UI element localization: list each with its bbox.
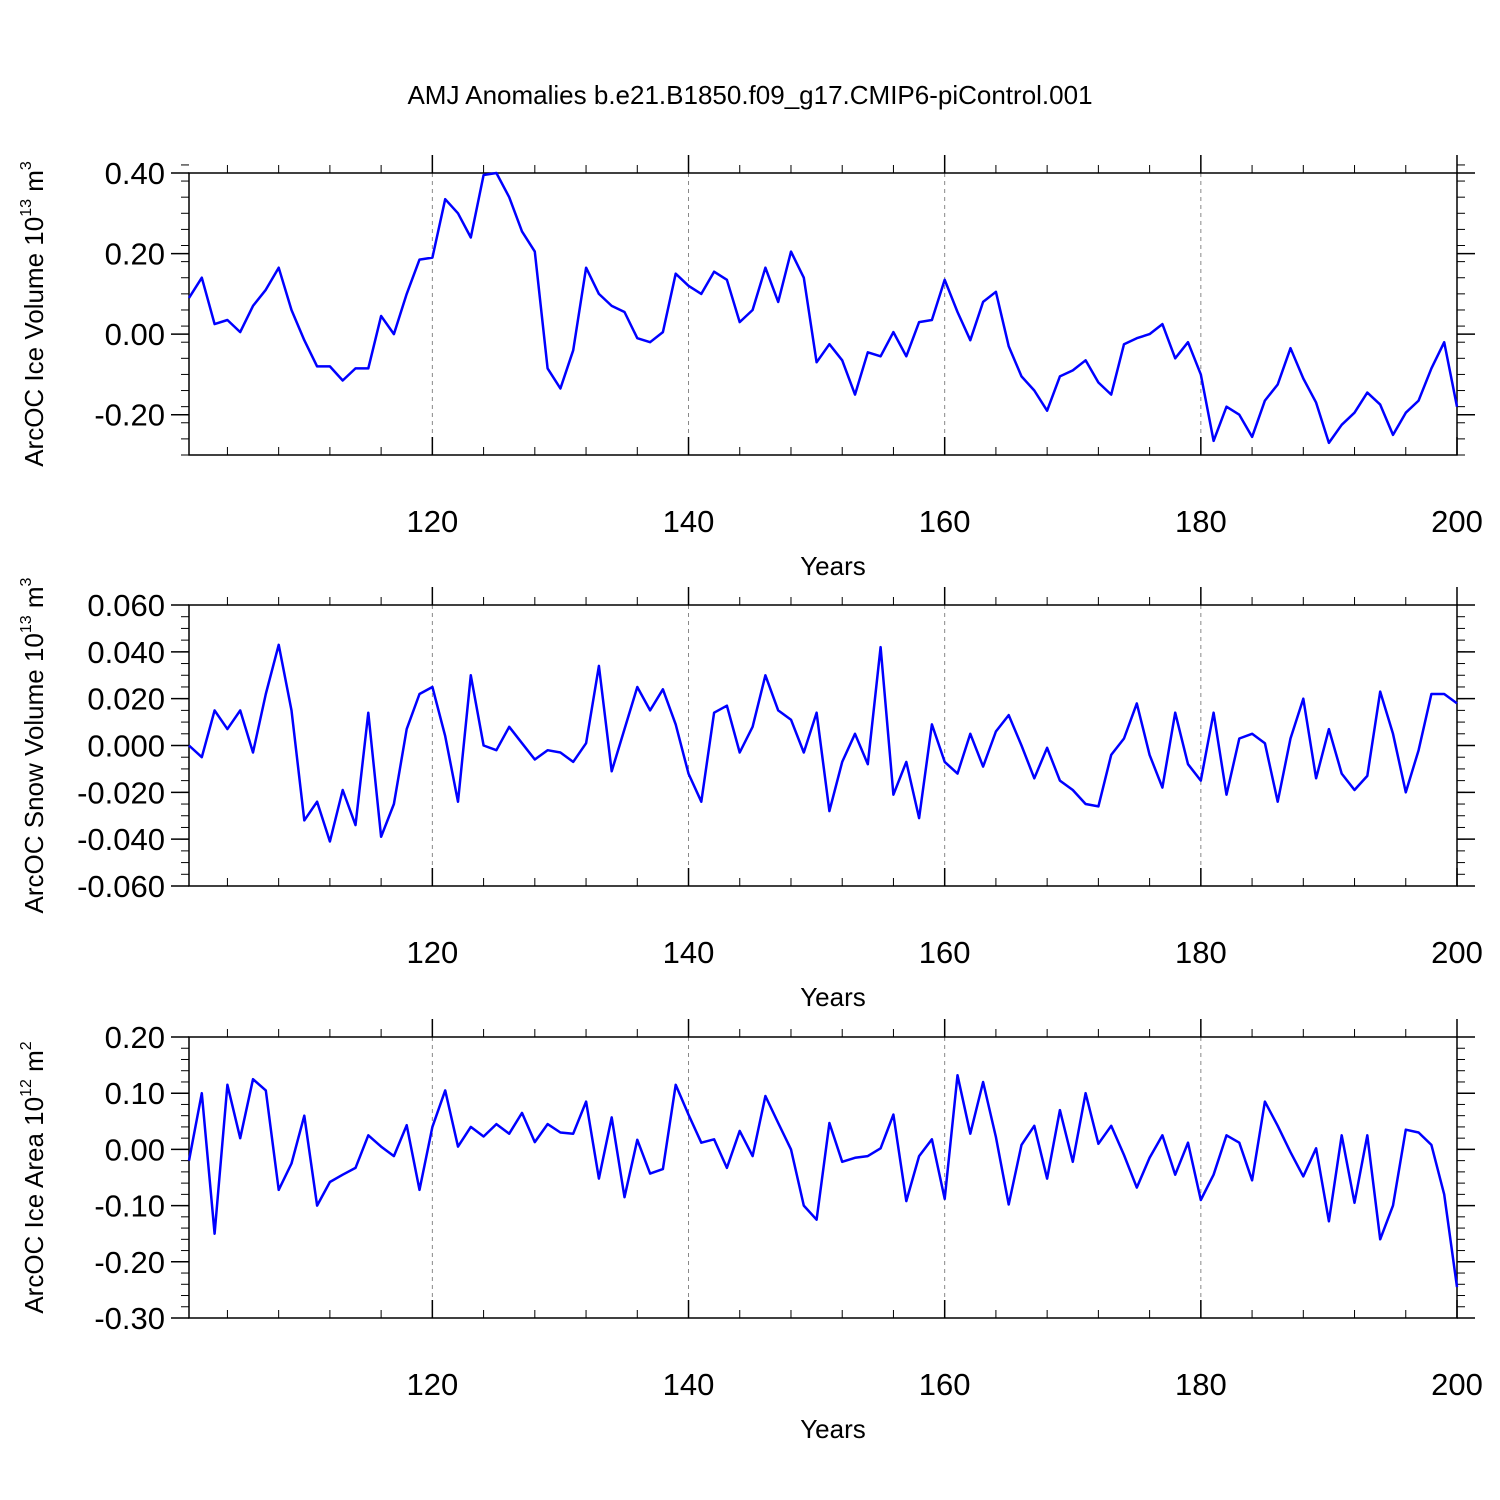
x-tick-label: 180 bbox=[1175, 1367, 1227, 1402]
x-tick-label: 140 bbox=[663, 935, 715, 970]
x-tick-label: 160 bbox=[919, 1367, 971, 1402]
x-tick-label: 120 bbox=[406, 1367, 458, 1402]
plot-frame bbox=[188, 172, 1458, 456]
panel-ice-area: 0.20 0.10 0.00 -0.10 -0.20 -0.30 120 140 160 180 2… bbox=[18, 1019, 1483, 1444]
y-axis-label: ArcOC Snow Volume 1013 m3 bbox=[18, 577, 49, 913]
y-tick-label: 0.000 bbox=[87, 729, 165, 764]
x-tick-label: 160 bbox=[919, 504, 971, 539]
x-tick-label: 120 bbox=[406, 935, 458, 970]
x-tick-label: 200 bbox=[1431, 504, 1483, 539]
panel-snow-volume: 0.060 0.040 0.020 0.000 -0.020 -0.040 -0.060 12… bbox=[18, 577, 1483, 1012]
y-tick-label: -0.20 bbox=[94, 1245, 165, 1280]
y-tick-label: 0.00 bbox=[105, 1132, 165, 1167]
y-tick-label: 0.40 bbox=[105, 156, 165, 191]
x-axis-label: Years bbox=[800, 1414, 866, 1444]
x-tick-label: 140 bbox=[663, 504, 715, 539]
x-tick-label: 120 bbox=[406, 504, 458, 539]
y-tick-label: 0.020 bbox=[87, 682, 165, 717]
plot-frame bbox=[188, 604, 1458, 887]
x-tick-label: 200 bbox=[1431, 935, 1483, 970]
y-tick-label: -0.060 bbox=[77, 869, 165, 904]
y-tick-label: -0.20 bbox=[94, 398, 165, 433]
y-axis-label: ArcOC Ice Area 1012 m2 bbox=[18, 1041, 49, 1313]
x-axis-label: Years bbox=[800, 551, 866, 581]
y-tick-label: -0.020 bbox=[77, 775, 165, 810]
panel-ice-volume: 0.40 0.20 0.00 -0.20 120 140 160 180 200 Years Arc… bbox=[18, 155, 1483, 581]
x-tick-label: 140 bbox=[663, 1367, 715, 1402]
chart-title: AMJ Anomalies b.e21.B1850.f09_g17.CMIP6-… bbox=[407, 80, 1093, 110]
y-tick-label: -0.10 bbox=[94, 1189, 165, 1224]
x-tick-label: 180 bbox=[1175, 504, 1227, 539]
y-tick-label: -0.040 bbox=[77, 822, 165, 857]
series-line-ice-volume bbox=[187, 171, 1459, 445]
y-tick-label: 0.10 bbox=[105, 1076, 165, 1111]
series-line-ice-area bbox=[187, 1073, 1459, 1288]
y-tick-label: -0.30 bbox=[94, 1301, 165, 1336]
y-axis-label: ArcOC Ice Volume 1013 m3 bbox=[18, 161, 49, 467]
y-tick-label: 0.00 bbox=[105, 317, 165, 352]
x-tick-label: 180 bbox=[1175, 935, 1227, 970]
x-tick-label: 200 bbox=[1431, 1367, 1483, 1402]
series-line-snow-volume bbox=[188, 643, 1458, 843]
plot-frame bbox=[188, 1036, 1458, 1319]
y-tick-label: 0.060 bbox=[87, 588, 165, 623]
y-tick-label: 0.20 bbox=[105, 237, 165, 272]
x-axis-label: Years bbox=[800, 982, 866, 1012]
x-tick-label: 160 bbox=[919, 935, 971, 970]
y-tick-label: 0.20 bbox=[105, 1020, 165, 1055]
y-tick-label: 0.040 bbox=[87, 635, 165, 670]
